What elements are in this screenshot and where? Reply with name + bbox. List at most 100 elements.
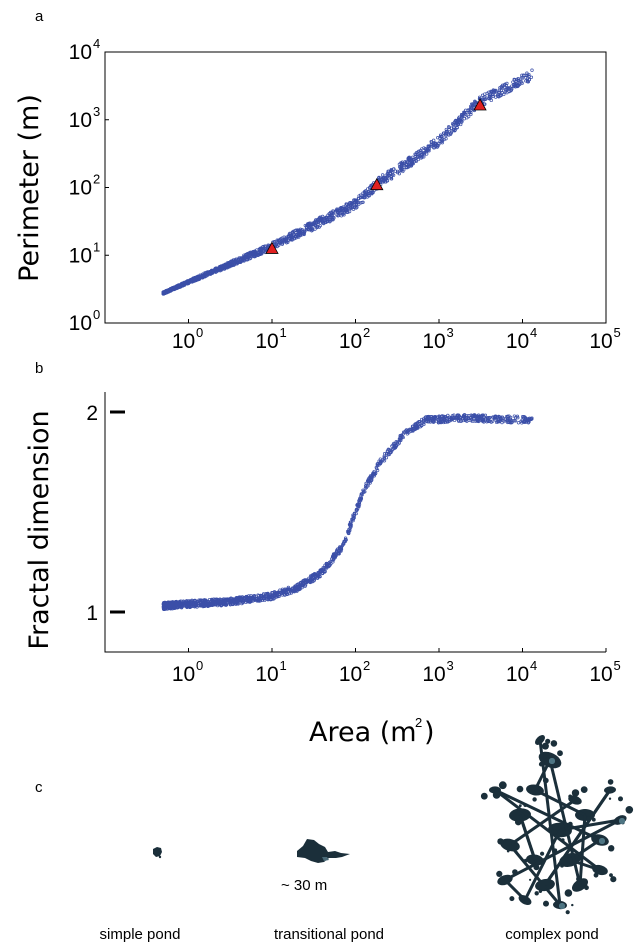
data-point bbox=[415, 421, 420, 425]
data-point bbox=[224, 603, 228, 607]
data-point bbox=[280, 241, 284, 245]
data-point bbox=[245, 258, 250, 262]
data-point bbox=[356, 196, 361, 201]
data-point bbox=[480, 93, 485, 97]
data-point bbox=[382, 456, 386, 460]
data-point bbox=[425, 152, 429, 156]
data-point bbox=[336, 210, 340, 215]
data-point bbox=[524, 76, 528, 80]
data-point bbox=[278, 238, 282, 242]
data-point bbox=[433, 141, 437, 146]
data-point bbox=[508, 85, 512, 90]
svg-text:10: 10 bbox=[422, 330, 445, 353]
data-point bbox=[332, 216, 336, 220]
data-point bbox=[339, 546, 344, 550]
data-point bbox=[371, 471, 375, 476]
panel-label-b: b bbox=[35, 360, 43, 377]
x-tick-labels-b: 10 0 10 1 10 2 10 3 10 4 10 5 bbox=[172, 648, 621, 686]
data-point bbox=[408, 164, 412, 168]
data-point bbox=[452, 418, 457, 423]
data-point bbox=[461, 113, 466, 117]
data-point bbox=[396, 170, 400, 175]
data-point bbox=[328, 217, 332, 222]
data-point bbox=[207, 601, 212, 605]
svg-text:10: 10 bbox=[172, 663, 195, 686]
data-point bbox=[253, 597, 257, 601]
highlighted-pond-markers bbox=[265, 98, 487, 254]
data-point bbox=[524, 79, 528, 83]
svg-text:10: 10 bbox=[339, 663, 362, 686]
data-point bbox=[226, 261, 231, 265]
data-point bbox=[309, 226, 313, 230]
pond-label-transitional: transitional pond bbox=[274, 926, 384, 943]
data-point bbox=[401, 162, 405, 167]
data-point bbox=[216, 267, 220, 271]
data-point bbox=[372, 472, 377, 476]
data-point bbox=[529, 75, 534, 79]
panel-b-chart: 10 0 10 1 10 2 10 3 10 4 10 5 12 Fractal dimension … bbox=[24, 392, 621, 748]
y-tick-label: 10 0 bbox=[69, 307, 101, 335]
data-point bbox=[163, 291, 167, 295]
data-point bbox=[351, 518, 355, 523]
data-point bbox=[480, 414, 484, 418]
data-point bbox=[355, 205, 359, 209]
x-axis-title-close: ) bbox=[424, 717, 435, 748]
x-tick-label: 10 4 bbox=[506, 325, 537, 353]
data-point bbox=[414, 427, 418, 431]
data-point bbox=[461, 417, 465, 421]
x-tick-label: 10 3 bbox=[422, 325, 453, 353]
data-point bbox=[440, 138, 444, 142]
svg-text:10: 10 bbox=[69, 177, 92, 200]
data-point bbox=[324, 561, 329, 566]
data-point bbox=[526, 421, 531, 425]
data-point bbox=[226, 598, 230, 602]
plot-axes-b bbox=[104, 392, 606, 653]
y-tick-label: 10 2 bbox=[69, 172, 101, 200]
data-point bbox=[467, 414, 471, 418]
data-point bbox=[476, 419, 480, 423]
data-point bbox=[416, 157, 420, 162]
data-point bbox=[233, 261, 237, 266]
data-point bbox=[370, 192, 374, 196]
data-point bbox=[389, 168, 393, 172]
data-point bbox=[499, 415, 503, 419]
data-point bbox=[422, 421, 426, 425]
data-point bbox=[382, 454, 386, 459]
data-point bbox=[393, 169, 398, 173]
data-point bbox=[196, 275, 201, 279]
data-point bbox=[501, 86, 505, 91]
data-point bbox=[164, 289, 168, 293]
data-point bbox=[500, 91, 504, 95]
data-point bbox=[385, 178, 390, 183]
svg-text:3: 3 bbox=[447, 658, 454, 673]
data-point bbox=[504, 415, 509, 419]
data-point bbox=[186, 601, 191, 605]
data-point bbox=[216, 597, 220, 602]
data-point bbox=[327, 560, 332, 565]
data-point bbox=[172, 286, 176, 291]
data-point bbox=[194, 278, 198, 282]
y-tick-label: 10 4 bbox=[69, 36, 101, 64]
data-point bbox=[462, 117, 466, 121]
data-point bbox=[487, 96, 491, 100]
data-point bbox=[282, 239, 286, 243]
data-point bbox=[319, 568, 323, 572]
x-axis-title-sup: 2 bbox=[415, 715, 422, 730]
data-point bbox=[470, 413, 474, 418]
data-point bbox=[167, 604, 171, 609]
data-point bbox=[486, 415, 490, 420]
data-point bbox=[177, 284, 181, 289]
data-point bbox=[449, 126, 453, 130]
data-point bbox=[297, 228, 301, 233]
data-point bbox=[424, 415, 428, 419]
data-point bbox=[318, 574, 322, 579]
data-point bbox=[410, 157, 415, 162]
perimeter-scatter-points bbox=[161, 68, 534, 296]
data-point bbox=[255, 598, 260, 602]
data-point bbox=[302, 232, 306, 237]
svg-text:1: 1 bbox=[280, 325, 287, 340]
data-point bbox=[264, 592, 268, 596]
x-tick-labels-a: 10 0 10 1 10 2 10 3 10 4 10 5 bbox=[172, 319, 621, 353]
data-point bbox=[342, 213, 346, 217]
data-point bbox=[336, 214, 340, 218]
